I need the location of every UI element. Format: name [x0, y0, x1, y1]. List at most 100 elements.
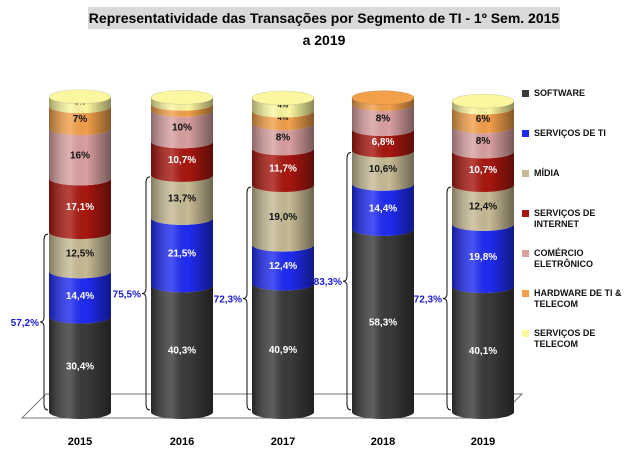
bracket-2015 [39, 233, 49, 411]
x-tick-label: 2018 [371, 436, 395, 448]
bracket-2016 [141, 176, 151, 411]
data-label-comercio-eletronico-2017: 8% [276, 133, 291, 144]
segment-shade [452, 107, 514, 134]
data-label-midia-2015: 12,5% [66, 249, 94, 260]
bracket-label-2015: 57,2% [11, 318, 39, 329]
legend-item-servicos-de-ti: SERVIÇOS DE TI [522, 128, 638, 168]
segment-shade [452, 101, 514, 115]
segment-shade [452, 151, 514, 192]
segment-shade [49, 128, 111, 186]
legend-label: SERVIÇOS DE TI [534, 128, 606, 138]
segment-shade [150, 141, 213, 182]
segment-shade [352, 129, 414, 158]
bar-2017: 40,9%12,4%19,0%11,7%8%4%4% [251, 90, 315, 419]
bar-top-cap [351, 90, 415, 105]
segment-shade [252, 98, 314, 118]
legend-item-comercio-eletronico: COMÉRCIO ELETRÔNICO [522, 248, 638, 288]
data-label-software-2015: 30,4% [66, 361, 94, 372]
bar-top-cap [48, 89, 112, 105]
segment-shade [452, 126, 514, 159]
legend-item-servicos-de-internet: SERVIÇOS DE INTERNET [522, 208, 638, 248]
data-label-servicos-de-internet-2018: 6,8% [372, 137, 395, 148]
segment-shade [252, 244, 314, 291]
data-label-servicos-de-ti-2019: 19,8% [469, 252, 497, 263]
chart-title: Representatividade das Transações por Se… [88, 7, 560, 48]
segment-shade [49, 232, 111, 279]
legend-item-software: SOFTWARE [522, 88, 638, 128]
x-tick-label: 2017 [271, 436, 295, 448]
segment-shade [352, 183, 414, 236]
data-label-software-2016: 40,3% [168, 346, 196, 357]
segment-shade [150, 174, 213, 225]
data-label-comercio-eletronico-2015: 16% [70, 150, 90, 161]
segment-shade [252, 123, 314, 156]
segment-shade [252, 148, 314, 192]
legend-swatch [522, 90, 529, 97]
bracket-2019 [442, 186, 452, 411]
segment-shade [150, 109, 213, 149]
chart-legend: SOFTWARE SERVIÇOS DE TI MÍDIA SERVIÇOS DE I… [522, 88, 638, 368]
data-label-servicos-de-ti-2016: 21,5% [168, 249, 196, 260]
bracket-label-2019: 72,3% [414, 294, 442, 305]
bar-top-cap [451, 93, 515, 109]
legend-item-midia: MÍDIA [522, 168, 638, 208]
data-label-midia-2017: 19,0% [269, 212, 297, 223]
bar-top-cap [251, 90, 315, 106]
legend-label: HARDWARE DE TI & TELECOM [534, 288, 622, 309]
segment-shade [49, 271, 111, 324]
x-tick-label: 2016 [170, 436, 194, 448]
bar-2019: 40,1%19,8%12,4%10,7%8%6%2% [451, 93, 515, 419]
legend-item-servicos-de-telecom: SERVIÇOS DE TELECOM [522, 328, 638, 368]
bar-2015: 30,4%14,4%12,5%17,1%16%7%3% [48, 89, 112, 419]
bar-2018: 58,3%14,4%10,6%6,8%8%2%0% [351, 90, 415, 419]
data-label-comercio-eletronico-2018: 8% [376, 114, 391, 125]
data-label-software-2019: 40,1% [469, 346, 497, 357]
segment-shade [352, 103, 414, 137]
legend-item-hardware-de-ti-telecom: HARDWARE DE TI & TELECOM [522, 288, 638, 328]
segment-shade [150, 217, 213, 293]
data-label-comercio-eletronico-2016: 10% [172, 123, 192, 134]
data-label-comercio-eletronico-2019: 8% [476, 136, 491, 147]
segment-shade [150, 285, 213, 419]
segment-shade [150, 97, 213, 111]
legend-swatch [522, 170, 529, 177]
data-label-servicos-de-internet-2017: 11,7% [269, 164, 297, 175]
data-label-servicos-de-ti-2017: 12,4% [269, 261, 297, 272]
legend-swatch [522, 210, 529, 217]
segment-shade [352, 150, 414, 191]
legend-swatch [522, 250, 529, 257]
data-label-servicos-de-ti-2015: 14,4% [66, 291, 94, 302]
segment-shade [49, 178, 111, 240]
bar-2016: 40,3%21,5%13,7%10,7%10%2%2% [150, 90, 214, 419]
segment-shade [452, 184, 514, 231]
data-label-hardware-de-ti-telecom-2019: 6% [476, 114, 491, 125]
x-tick-label: 2019 [471, 436, 495, 448]
legend-label: SOFTWARE [534, 88, 585, 98]
segment-shade [150, 103, 213, 117]
segment-shade [252, 110, 314, 131]
data-label-hardware-de-ti-telecom-2015: 7% [73, 114, 88, 125]
bracket-label-2017: 72,3% [214, 294, 242, 305]
bracket-2017 [242, 186, 252, 411]
x-tick-label: 2015 [68, 436, 92, 448]
legend-swatch [522, 130, 529, 137]
segment-shade [352, 97, 414, 111]
bar-top-cap [150, 90, 214, 105]
bracket-label-2018: 83,3% [314, 277, 342, 288]
data-label-servicos-de-internet-2015: 17,1% [66, 202, 94, 213]
bracket-2018 [342, 151, 352, 411]
data-label-servicos-de-internet-2019: 10,7% [469, 165, 497, 176]
segment-shade [252, 283, 314, 419]
legend-swatch [522, 330, 529, 337]
segment-shade [49, 316, 111, 419]
segment-shade [452, 286, 514, 419]
segment-shade [352, 228, 414, 419]
data-label-servicos-de-ti-2018: 14,4% [369, 203, 397, 214]
legend-label: MÍDIA [534, 168, 560, 178]
legend-label: SERVIÇOS DE TELECOM [534, 328, 596, 349]
data-label-software-2017: 40,9% [269, 345, 297, 356]
segment-shade [49, 106, 111, 136]
legend-label: COMÉRCIO ELETRÔNICO [534, 248, 594, 269]
legend-swatch [522, 290, 529, 297]
